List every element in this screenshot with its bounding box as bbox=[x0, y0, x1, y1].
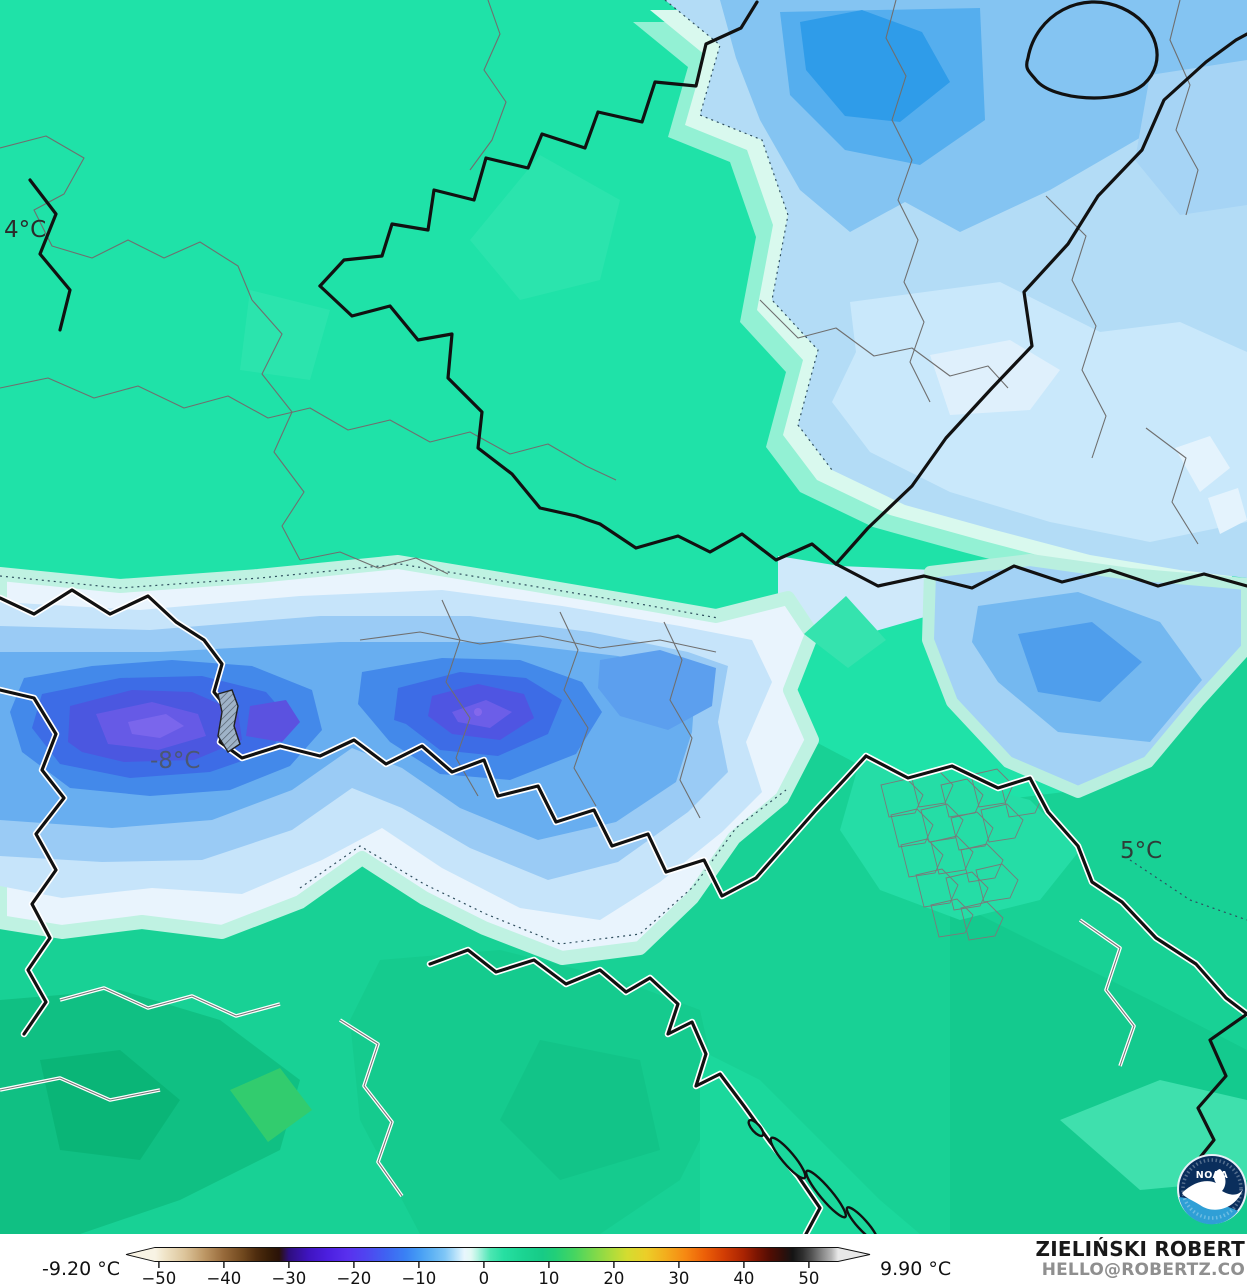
map-canvas: 4°C -8°C 5°C NOAA bbox=[0, 0, 1247, 1242]
temperature-map: 4°C -8°C 5°C NOAA bbox=[0, 0, 1247, 1242]
country-borders bbox=[0, 0, 1247, 1236]
colorbar-tick-label: −40 bbox=[206, 1269, 241, 1287]
admin-borders bbox=[0, 0, 1199, 819]
temp-label-nw: 4°C bbox=[4, 217, 46, 243]
northeast-cold-region bbox=[633, 0, 1247, 600]
noaa-logo: NOAA bbox=[1177, 1154, 1247, 1225]
attribution-block: ZIELIŃSKI ROBERT HELLO@ROBERTZ.CO bbox=[1036, 1238, 1246, 1281]
dotted-isotherms bbox=[0, 0, 1247, 945]
hatched-microstate bbox=[217, 689, 241, 753]
noaa-logo-text: NOAA bbox=[1196, 1170, 1229, 1181]
temp-label-alps: -8°C bbox=[150, 748, 201, 774]
colorbar-tick-label: −30 bbox=[271, 1269, 306, 1287]
color-scale: −50 −40 −30 −20 −10 0 10 20 30 40 50 bbox=[125, 1247, 871, 1287]
temp-label-east: 5°C bbox=[1120, 838, 1162, 864]
colorbar-tick-label: 20 bbox=[603, 1269, 624, 1287]
map-temperature-labels: 4°C -8°C 5°C bbox=[4, 217, 1162, 864]
colorbar-tick-label: 10 bbox=[538, 1269, 559, 1287]
legend-footer: -9.20 °C −50 −40 −30 −20 −10 0 10 20 30 40 50 9.90… bbox=[0, 1234, 1247, 1287]
colorbar-tick-label: 0 bbox=[479, 1269, 490, 1287]
green-notch bbox=[804, 596, 886, 668]
colorbar-tick-label: 30 bbox=[668, 1269, 689, 1287]
colorbar bbox=[125, 1247, 871, 1262]
coastal-islands bbox=[747, 1118, 879, 1242]
author-name: ZIELIŃSKI ROBERT bbox=[1035, 1237, 1245, 1261]
colorbar-tick-label: −20 bbox=[336, 1269, 371, 1287]
colorbar-ticks: −50 −40 −30 −20 −10 0 10 20 30 40 50 bbox=[141, 1262, 819, 1287]
scale-max-label: 9.90 °C bbox=[880, 1258, 952, 1280]
colorbar-tick-label: −10 bbox=[401, 1269, 436, 1287]
noaa-gull-icon bbox=[1182, 1169, 1243, 1210]
colorbar-tick-label: −50 bbox=[141, 1269, 176, 1287]
colorbar-tick-label: 50 bbox=[798, 1269, 819, 1287]
scale-min-label: -9.20 °C bbox=[42, 1258, 120, 1280]
transition-strip bbox=[778, 556, 935, 640]
admin-borders-south bbox=[0, 918, 1136, 1198]
author-email: HELLO@ROBERTZ.CO bbox=[1041, 1260, 1245, 1280]
colorbar-tick-label: 40 bbox=[733, 1269, 754, 1287]
municipality-mesh bbox=[880, 768, 1044, 941]
